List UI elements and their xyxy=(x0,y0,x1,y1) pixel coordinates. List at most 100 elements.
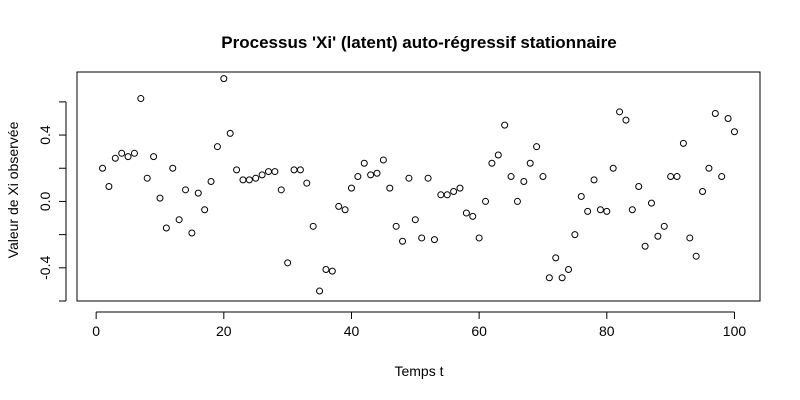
data-point xyxy=(724,114,732,122)
data-point xyxy=(596,206,604,214)
data-point xyxy=(264,168,272,176)
data-point xyxy=(507,173,515,181)
data-point xyxy=(303,179,311,187)
data-point xyxy=(124,153,132,161)
data-point xyxy=(328,267,336,275)
data-point xyxy=(494,151,502,159)
data-point xyxy=(322,265,330,273)
data-point xyxy=(660,222,668,230)
data-point xyxy=(118,149,126,157)
x-tick-label: 20 xyxy=(216,323,232,339)
plot-frame xyxy=(76,71,761,302)
data-point xyxy=(654,232,662,240)
data-point xyxy=(399,237,407,245)
data-point xyxy=(137,95,145,103)
data-point xyxy=(111,154,119,162)
data-point xyxy=(143,174,151,182)
data-point xyxy=(456,184,464,192)
data-point xyxy=(635,183,643,190)
data-point xyxy=(309,222,317,230)
data-point xyxy=(711,109,719,117)
data-point xyxy=(718,173,726,181)
y-tick-label: -0.4 xyxy=(37,256,53,280)
data-point xyxy=(175,216,183,224)
x-axis: 0 20 40 60 80 100 xyxy=(92,311,747,339)
y-axis-label: Valeur de Xi observée xyxy=(5,121,21,258)
x-tick-label: 100 xyxy=(723,323,747,339)
data-point xyxy=(130,149,138,157)
data-point xyxy=(430,236,438,244)
data-point xyxy=(686,234,694,242)
data-point xyxy=(679,139,687,147)
chart-title: Processus 'Xi' (latent) auto-régressif s… xyxy=(221,33,616,52)
data-point xyxy=(539,173,547,181)
data-point xyxy=(692,252,700,260)
data-point xyxy=(252,174,260,182)
data-point xyxy=(150,153,158,161)
x-tick-label: 80 xyxy=(599,323,615,339)
data-point xyxy=(673,173,681,181)
data-point xyxy=(405,174,413,182)
data-point xyxy=(418,234,426,242)
data-point xyxy=(705,164,713,172)
data-point xyxy=(156,194,164,202)
data-point xyxy=(603,207,611,215)
data-point xyxy=(162,224,170,232)
data-point xyxy=(667,173,675,181)
data-point xyxy=(699,187,707,195)
data-point xyxy=(99,164,107,172)
data-point xyxy=(341,206,349,214)
data-point xyxy=(462,209,470,217)
x-tick-label: 60 xyxy=(471,323,487,339)
data-point xyxy=(558,274,566,282)
data-point xyxy=(207,178,215,186)
data-point xyxy=(367,171,375,179)
data-point xyxy=(233,166,241,174)
x-axis-label: Temps t xyxy=(394,363,443,379)
data-point xyxy=(201,206,209,214)
data-point xyxy=(571,231,579,239)
data-point xyxy=(392,222,400,230)
data-point xyxy=(450,187,458,195)
data-point xyxy=(354,173,362,181)
data-point xyxy=(628,206,636,214)
data-point xyxy=(411,216,419,224)
y-axis: -0.4 0.0 0.4 xyxy=(37,101,67,302)
data-point xyxy=(245,176,253,184)
data-point xyxy=(284,259,292,267)
data-point xyxy=(379,156,387,164)
y-tick-label: 0.0 xyxy=(37,191,53,211)
data-point xyxy=(335,202,343,210)
data-point xyxy=(316,287,324,295)
data-point xyxy=(105,183,113,190)
data-point xyxy=(552,254,560,262)
data-point xyxy=(220,75,228,83)
data-point xyxy=(609,164,617,172)
data-point xyxy=(647,199,655,207)
data-point xyxy=(577,192,585,200)
data-point xyxy=(565,265,573,273)
data-point xyxy=(169,164,177,172)
data-point xyxy=(730,128,738,136)
data-point xyxy=(194,189,202,197)
data-point xyxy=(641,242,649,250)
data-point xyxy=(501,121,509,129)
data-point xyxy=(590,176,598,184)
data-point xyxy=(424,174,432,182)
data-point xyxy=(622,116,630,124)
data-point xyxy=(347,184,355,192)
data-point xyxy=(386,184,394,192)
data-point xyxy=(296,166,304,174)
data-point xyxy=(520,178,528,186)
data-point xyxy=(213,143,221,151)
data-point xyxy=(277,186,285,194)
data-point xyxy=(290,166,298,174)
data-point xyxy=(239,176,247,184)
data-point xyxy=(188,229,196,237)
data-point xyxy=(271,168,279,176)
data-point xyxy=(482,197,490,205)
data-point xyxy=(226,129,234,137)
data-point xyxy=(526,159,534,167)
data-point xyxy=(475,234,483,242)
